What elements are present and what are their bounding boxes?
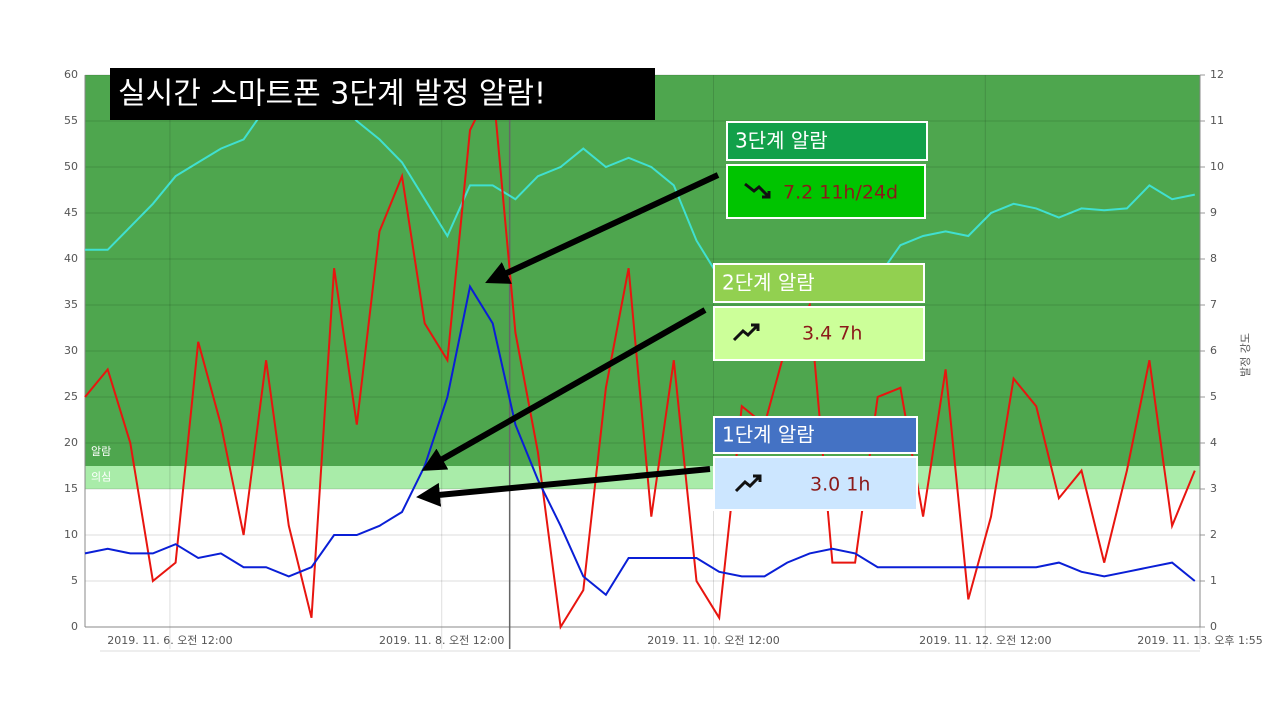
y2-tick-label: 12: [1210, 68, 1224, 81]
y2-tick-label: 4: [1210, 436, 1217, 449]
x-tick-label: 2019. 11. 6. 오전 12:00: [107, 634, 232, 647]
y2-axis-label: 발정 강도: [1239, 333, 1252, 377]
alarm-header-box: [726, 121, 928, 161]
y2-tick-label: 9: [1210, 206, 1217, 219]
y-tick-label: 50: [64, 160, 78, 173]
alarm-2: 2단계 알람 3.4 7h: [713, 263, 925, 361]
y2-tick-label: 6: [1210, 344, 1217, 357]
alarm-header: 2단계 알람: [722, 271, 815, 295]
y-tick-label: 45: [64, 206, 78, 219]
alarm-reading-box: [713, 306, 925, 361]
series-line: [84, 283, 1196, 597]
y2-tick-label: 1: [1210, 574, 1217, 587]
band: [85, 75, 1200, 466]
y-tick-label: 40: [64, 252, 78, 265]
alarm-reading-box: [726, 164, 926, 219]
title-box: [110, 68, 655, 120]
alarm-3: 3단계 알람 7.2 11h/24d: [726, 121, 928, 219]
y-tick-label: 25: [64, 390, 78, 403]
plot-area: 알람의심051015202530354045505560012345678910…: [64, 68, 1263, 649]
band-label: 의심: [91, 471, 111, 484]
band-label: 알람: [91, 444, 111, 458]
y-tick-label: 55: [64, 114, 78, 127]
y-tick-label: 30: [64, 344, 78, 357]
series-line: [84, 80, 1196, 630]
alarm-header: 3단계 알람: [735, 129, 828, 153]
y-tick-label: 20: [64, 436, 78, 449]
alarm-reading: 7.2 11h/24d: [783, 182, 898, 204]
y2-tick-label: 5: [1210, 390, 1217, 403]
y2-tick-label: 8: [1210, 252, 1217, 265]
y-tick-label: 5: [71, 574, 78, 587]
alarm-reading: 3.0 1h: [810, 474, 870, 496]
alarm-1: 1단계 알람 3.0 1h: [713, 416, 918, 511]
alarm-header-box: [713, 263, 925, 303]
arrow: [485, 172, 720, 284]
x-tick-label: 2019. 11. 8. 오전 12:00: [379, 634, 504, 647]
trend-icon: [732, 323, 760, 342]
y-tick-label: 35: [64, 298, 78, 311]
chart-title: 실시간 스마트폰 3단계 발정 알람!: [118, 77, 546, 112]
y-tick-label: 15: [64, 482, 78, 495]
trend-icon: [734, 474, 762, 493]
y2-tick-label: 0: [1210, 620, 1217, 633]
arrow: [421, 307, 707, 471]
y2-tick-label: 7: [1210, 298, 1217, 311]
y-tick-label: 0: [71, 620, 78, 633]
y-tick-label: 60: [64, 68, 78, 81]
x-tick-label: 2019. 11. 13. 오후 1:55: [1137, 634, 1262, 647]
x-tick-label: 2019. 11. 12. 오전 12:00: [919, 634, 1051, 647]
alarm-header: 1단계 알람: [722, 423, 815, 447]
y2-tick-label: 2: [1210, 528, 1217, 541]
y2-tick-label: 11: [1210, 114, 1224, 127]
x-tick-label: 2019. 11. 10. 오전 12:00: [647, 634, 779, 647]
trend-icon: [744, 182, 771, 199]
alarm-header-box: [713, 416, 918, 454]
y2-tick-label: 10: [1210, 160, 1224, 173]
alarm-reading: 3.4 7h: [802, 323, 862, 345]
arrow: [416, 466, 711, 507]
y-tick-label: 10: [64, 528, 78, 541]
y2-tick-label: 3: [1210, 482, 1217, 495]
